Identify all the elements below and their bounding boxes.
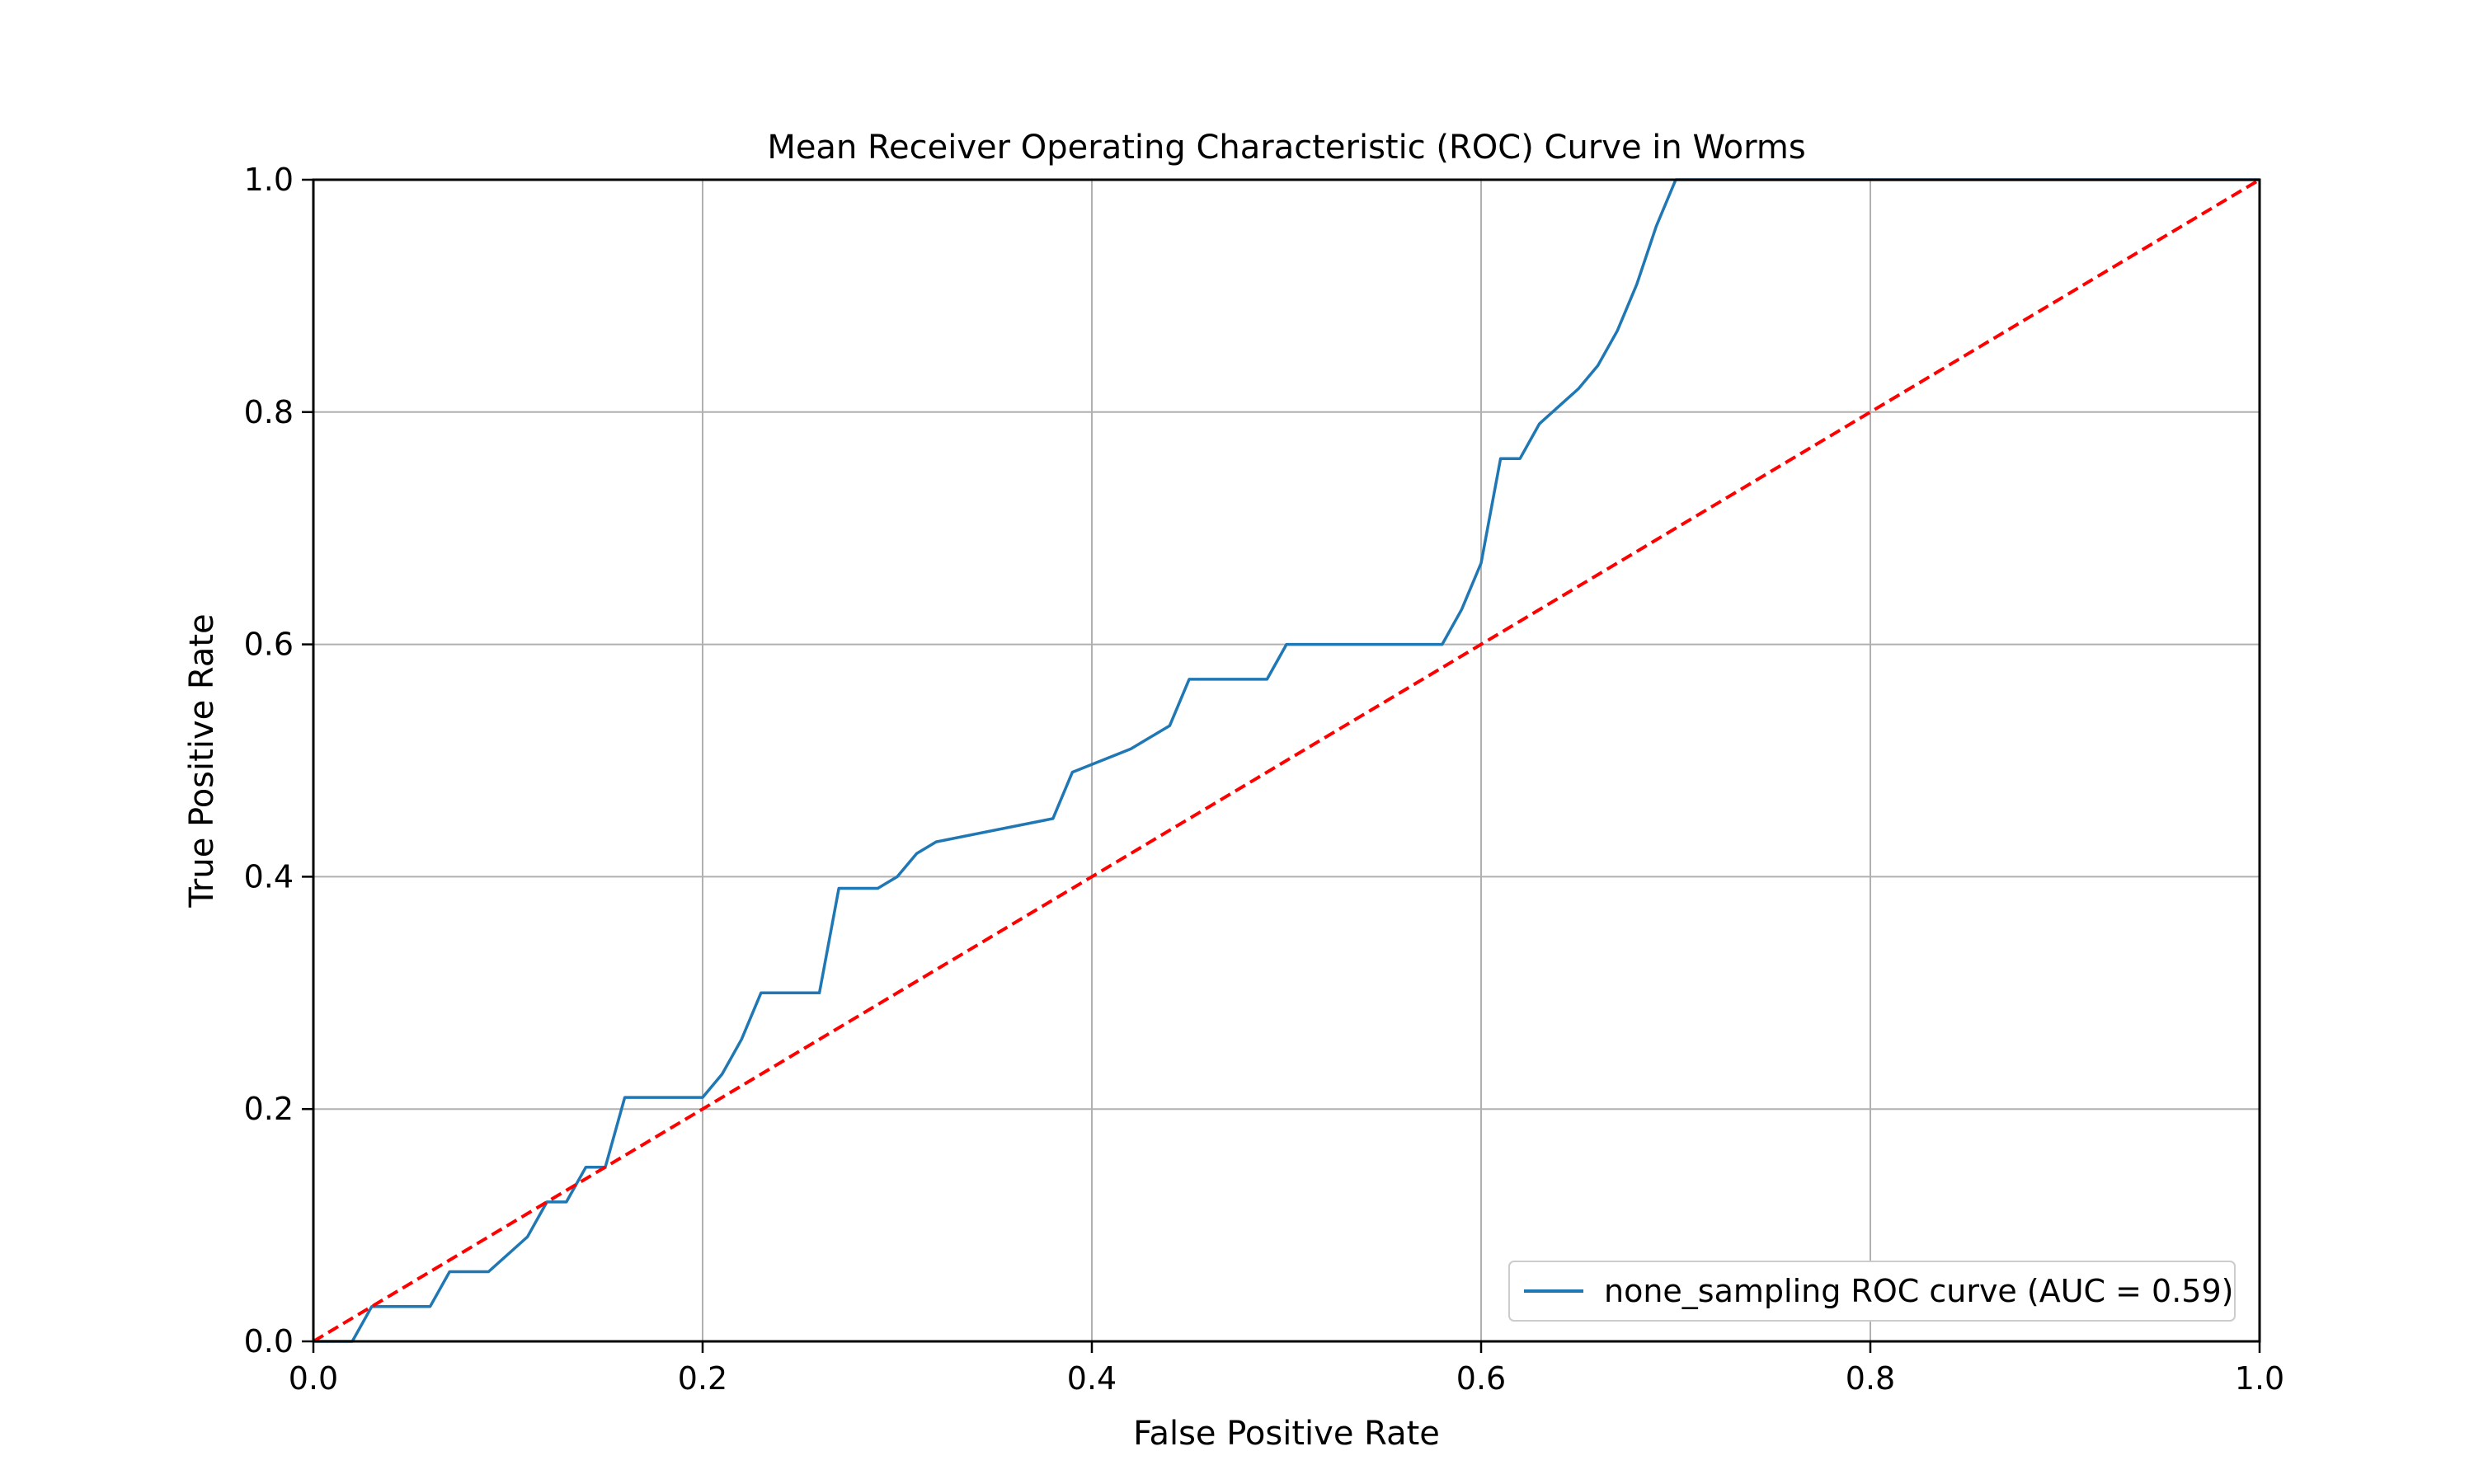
chance-diagonal-line [313, 178, 2260, 1343]
x-tick-label: 0.8 [1846, 1360, 1895, 1397]
x-tick-label: 0.0 [289, 1360, 338, 1397]
x-tick-label: 0.4 [1067, 1360, 1117, 1397]
y-tick-label: 0.8 [244, 394, 294, 430]
y-axis-label: True Positive Rate [183, 613, 221, 908]
y-tick-label: 1.0 [244, 162, 294, 198]
y-tick-label: 0.0 [244, 1323, 294, 1360]
tick-layer: 0.0 0.2 0.4 0.6 0.8 1.0 0.0 0.2 0.4 0.6 0.8 1.0 [244, 162, 2285, 1397]
y-tick-label: 0.4 [244, 858, 294, 895]
y-tick-label: 0.2 [244, 1091, 294, 1127]
legend-label: none_sampling ROC curve (AUC = 0.59) [1604, 1273, 2234, 1309]
legend: none_sampling ROC curve (AUC = 0.59) [1508, 1261, 2236, 1322]
x-tick-label: 1.0 [2235, 1360, 2284, 1397]
plot-frame [312, 178, 2261, 1343]
y-tick-label: 0.6 [244, 627, 294, 663]
series-layer [313, 178, 2260, 1343]
roc-curve-line [313, 178, 2260, 1343]
x-axis-label: False Positive Rate [1133, 1415, 1440, 1453]
legend-box [1508, 1261, 2236, 1322]
x-tick-label: 0.2 [678, 1360, 727, 1397]
chart-title: Mean Receiver Operating Characteristic (… [767, 129, 1805, 167]
x-tick-label: 0.6 [1456, 1360, 1506, 1397]
